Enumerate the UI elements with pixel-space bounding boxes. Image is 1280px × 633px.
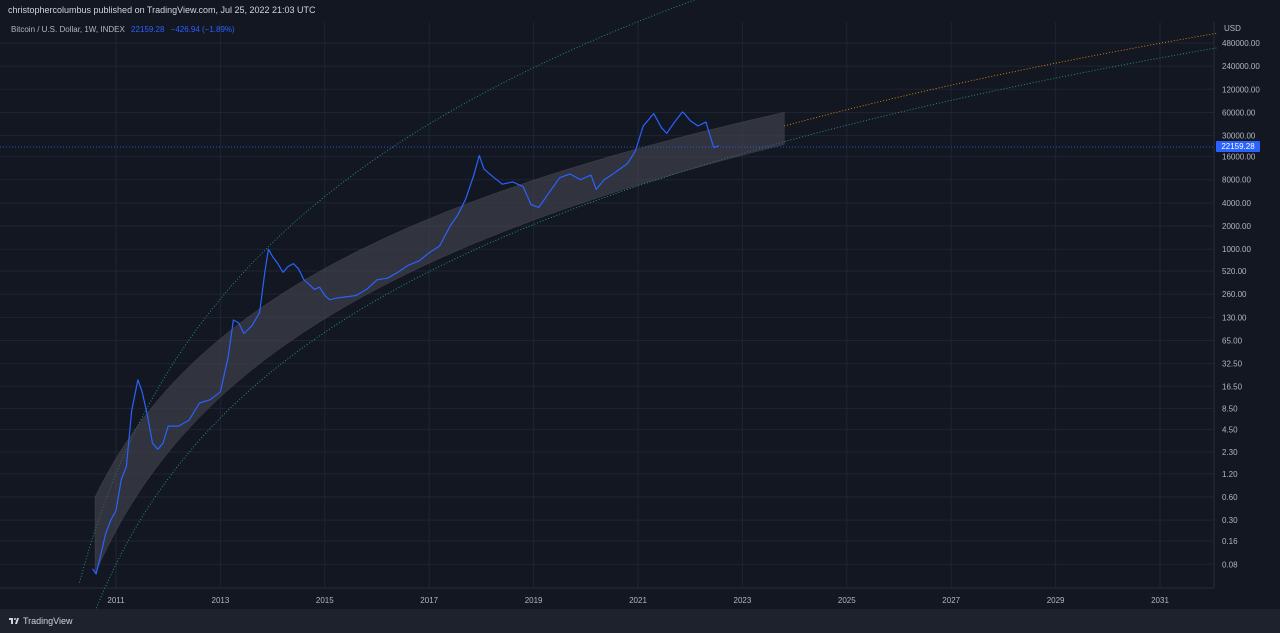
y-tick-label: 2000.00 (1222, 222, 1251, 231)
grid (0, 22, 1214, 588)
x-tick-label: 2027 (942, 596, 960, 605)
y-tick-label: 0.60 (1222, 493, 1238, 502)
x-tick-label: 2021 (629, 596, 647, 605)
y-tick-label: 16000.00 (1222, 153, 1256, 162)
price-change: −426.94 (−1.89%) (170, 25, 235, 34)
publish-info: christophercolumbus published on Trading… (8, 5, 316, 15)
y-tick-label: 0.16 (1222, 537, 1238, 546)
y-tick-label: 60000.00 (1222, 108, 1256, 117)
price-axis: 480000.00 240000.00 120000.00 60000.00 30000… (1222, 39, 1260, 569)
band-fill (94, 112, 785, 574)
y-tick-label: 16.50 (1222, 382, 1243, 391)
mid-curve (784, 32, 1218, 127)
symbol-legend[interactable]: Bitcoin / U.S. Dollar, 1W, INDEX 22159.2… (11, 25, 235, 34)
last-price-tag: 22159.28 (1216, 141, 1260, 152)
y-tick-label: 4000.00 (1222, 199, 1251, 208)
y-tick-label: 65.00 (1222, 336, 1243, 345)
y-tick-label: 32.50 (1222, 360, 1243, 369)
symbol-name: Bitcoin / U.S. Dollar, 1W, INDEX (11, 25, 125, 34)
x-tick-label: 2011 (107, 596, 125, 605)
last-price: 22159.28 (131, 25, 165, 34)
y-tick-label: 130.00 (1222, 313, 1247, 322)
upper-curve (79, 0, 696, 583)
y-tick-label: 4.50 (1222, 426, 1238, 435)
x-tick-label: 2031 (1151, 596, 1169, 605)
y-tick-label: 0.30 (1222, 516, 1238, 525)
currency-label: USD (1224, 24, 1241, 33)
y-tick-label: 0.08 (1222, 560, 1238, 569)
x-tick-label: 2013 (212, 596, 230, 605)
footer: TradingView (0, 609, 1280, 633)
y-tick-label: 8000.00 (1222, 176, 1251, 185)
x-tick-label: 2015 (316, 596, 334, 605)
y-tick-label: 1.20 (1222, 470, 1238, 479)
brand-name[interactable]: TradingView (23, 616, 73, 626)
y-tick-label: 480000.00 (1222, 39, 1260, 48)
time-axis: 2011 2013 2015 2017 2019 2021 2023 2025 2027 2029… (107, 596, 1169, 605)
y-tick-label: 260.00 (1222, 290, 1247, 299)
y-tick-label: 30000.00 (1222, 132, 1256, 141)
tradingview-logo-icon (9, 618, 19, 624)
x-tick-label: 2017 (420, 596, 438, 605)
y-tick-label: 120000.00 (1222, 85, 1260, 94)
y-tick-label: 8.50 (1222, 404, 1238, 413)
price-series (92, 111, 720, 575)
chart-area[interactable] (0, 22, 1280, 609)
y-tick-label: 520.00 (1222, 267, 1247, 276)
regression-band (94, 112, 785, 574)
x-tick-label: 2019 (525, 596, 543, 605)
x-tick-label: 2023 (734, 596, 752, 605)
x-tick-label: 2025 (838, 596, 856, 605)
regression-curves (79, 0, 1218, 626)
y-tick-label: 2.30 (1222, 448, 1238, 457)
price-line-series (92, 111, 720, 575)
publish-header: christophercolumbus published on Trading… (0, 0, 1280, 22)
y-tick-label: 240000.00 (1222, 62, 1260, 71)
x-tick-label: 2029 (1047, 596, 1065, 605)
y-tick-label: 1000.00 (1222, 245, 1251, 254)
